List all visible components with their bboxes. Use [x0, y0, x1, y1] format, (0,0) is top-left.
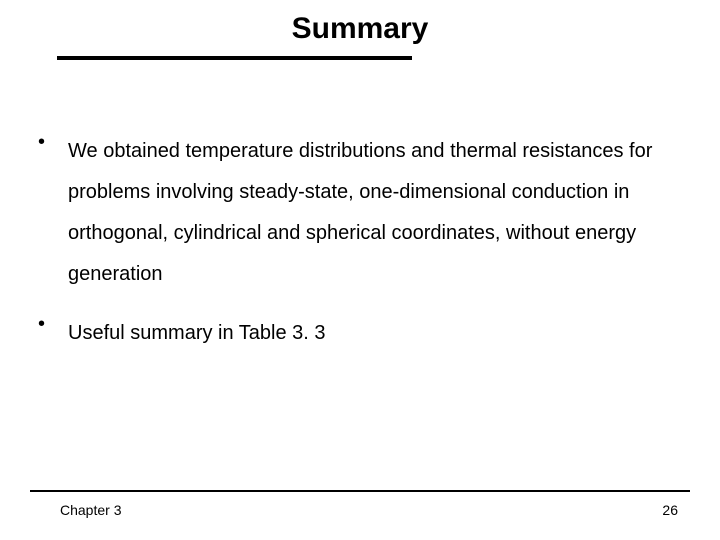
bullet-text: Useful summary in Table 3. 3: [68, 313, 682, 354]
title-underline: [57, 56, 412, 60]
bullet-item: • We obtained temperature distributions …: [38, 131, 682, 295]
slide-title: Summary: [292, 12, 429, 46]
footer-line: [30, 490, 690, 492]
bullet-marker: •: [38, 131, 68, 295]
footer-left: Chapter 3: [60, 502, 121, 518]
slide: Summary • We obtained temperature distri…: [0, 0, 720, 540]
bullet-marker: •: [38, 313, 68, 354]
title-wrap: Summary: [30, 12, 690, 46]
bullet-item: • Useful summary in Table 3. 3: [38, 313, 682, 354]
bullet-text: We obtained temperature distributions an…: [68, 131, 682, 295]
page-number: 26: [662, 502, 678, 518]
content: • We obtained temperature distributions …: [30, 131, 690, 354]
